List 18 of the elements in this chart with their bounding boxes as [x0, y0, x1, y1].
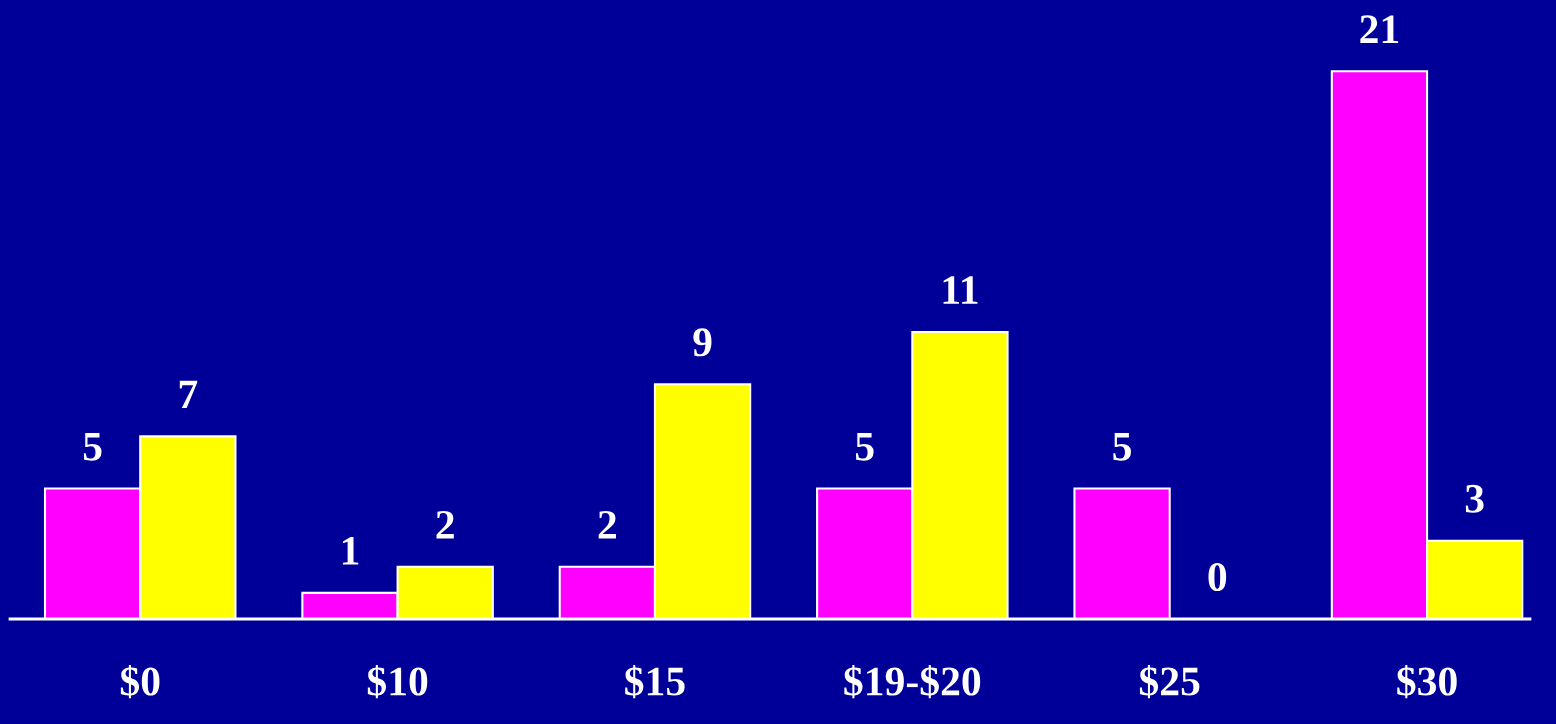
data-label: 5 — [83, 432, 102, 461]
data-label: 0 — [1208, 562, 1227, 592]
x-tick-label: $25 — [1139, 664, 1200, 699]
x-tick-label: $15 — [625, 664, 685, 699]
x-tick-label: $19-$20 — [844, 664, 981, 699]
data-label: 1 — [342, 537, 359, 565]
data-label: 5 — [855, 432, 874, 461]
x-tick-label: $0 — [120, 664, 160, 699]
data-label: 2 — [598, 510, 616, 539]
data-label: 11 — [943, 276, 978, 304]
data-label: 7 — [179, 380, 198, 409]
data-label: 2 — [436, 510, 454, 539]
data-label: 9 — [693, 328, 712, 357]
x-tick-label: $10 — [367, 664, 428, 699]
x-tick-label: $30 — [1397, 664, 1457, 699]
data-label: 21 — [1360, 15, 1399, 43]
data-label: 5 — [1113, 432, 1131, 461]
data-label: 3 — [1465, 484, 1484, 513]
